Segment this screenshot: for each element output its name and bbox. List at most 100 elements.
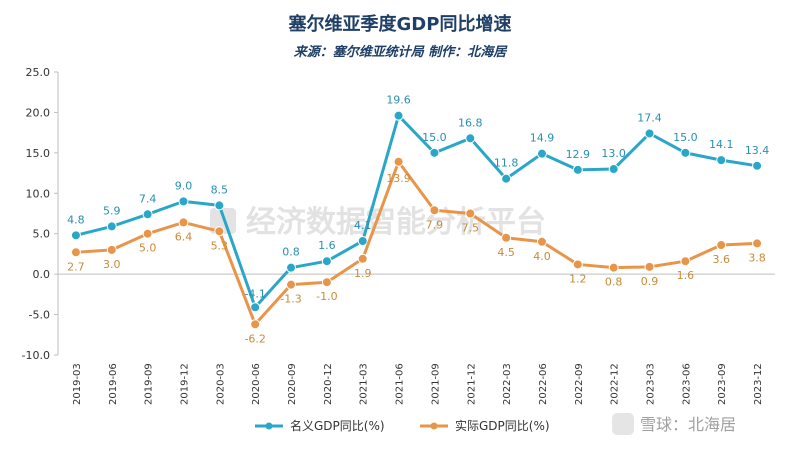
nominal-gdp-data-label: 14.9 [530,132,555,145]
nominal-gdp-point [70,230,81,241]
real-gdp-data-label: -1.0 [316,290,337,303]
real-gdp-data-label: 1.6 [677,269,695,282]
nominal-gdp-point [752,160,763,171]
nominal-gdp-point [286,262,297,273]
real-gdp-data-label: 4.5 [497,246,515,259]
y-tick-label: 10.0 [26,187,51,200]
real-gdp-point [178,217,189,228]
real-gdp-data-label: 3.8 [748,251,766,264]
x-tick-label: 2020-03 [215,363,226,405]
y-tick-label: 0.0 [33,268,51,281]
nominal-gdp-data-label: 1.6 [318,239,336,252]
nominal-gdp-data-label: 5.9 [103,204,121,217]
nominal-gdp-point [357,235,368,246]
real-gdp-point [572,259,583,270]
xueqiu-logo-icon [612,413,634,435]
x-tick-label: 2023-06 [681,363,692,405]
real-gdp-point [608,262,619,273]
real-gdp-data-label: 7.5 [462,222,480,235]
nominal-gdp-data-label: 13.0 [601,147,626,160]
chart-title: 塞尔维亚季度GDP同比增速 [289,13,512,35]
plot-area: 4.8 5.9 7.4 9.0 8.5 -4.1 0.8 1.6 4.1 19.6 15.0 16.8… [67,94,769,346]
real-gdp-data-label: -6.2 [244,332,265,345]
nominal-gdp-point [321,256,332,267]
x-tick-label: 2021-09 [430,363,441,405]
nominal-gdp-point [536,148,547,159]
nominal-gdp-data-label: 13.4 [745,144,770,157]
legend-nominal-label: 名义GDP同比(%) [290,418,385,433]
legend: 名义GDP同比(%) 实际GDP同比(%) [255,418,550,433]
x-tick-label: 2019-06 [108,363,119,405]
x-tick-label: 2022-09 [574,363,585,405]
nominal-gdp-point [572,164,583,175]
chart-subtitle: 来源：塞尔维亚统计局 制作：北海居 [294,44,509,60]
nominal-gdp-point [680,147,691,158]
x-tick-label: 2022-06 [538,363,549,405]
x-tick-label: 2021-12 [466,363,477,405]
nominal-gdp-point [716,155,727,166]
x-tick-label: 2020-06 [251,363,262,405]
real-gdp-data-label: 6.4 [175,230,193,243]
nominal-gdp-data-label: 0.8 [282,246,300,259]
real-gdp-point [106,244,117,255]
watermark-text: 经济数据智能分析平台 [246,205,546,240]
axes: 25.0 20.0 15.0 10.0 5.0 0.0 -5.0 -10.0 2019-03 20… [22,66,775,405]
corner-watermark: 雪球：北海居 [612,413,736,435]
real-gdp-data-label: 0.9 [641,275,659,288]
real-gdp-point [250,319,261,330]
nominal-gdp-data-label: 8.5 [211,183,229,196]
nominal-gdp-data-label: 19.6 [386,94,411,107]
legend-real-marker [430,422,438,430]
nominal-gdp-data-label: 16.8 [458,116,483,129]
nominal-gdp-point [465,133,476,144]
real-gdp-point [644,261,655,272]
nominal-gdp-point [429,147,440,158]
real-gdp-line [75,160,758,326]
y-tick-label: -5.0 [29,309,50,322]
nominal-gdp-line [75,114,758,309]
real-gdp-data-label: 3.0 [103,258,121,271]
y-tick-label: 5.0 [33,228,51,241]
nominal-gdp-point [393,110,404,121]
nominal-gdp-point [608,164,619,175]
legend-real-label: 实际GDP同比(%) [455,418,550,433]
x-tick-label: 2023-12 [753,363,764,405]
real-gdp-point [536,236,547,247]
real-gdp-point [429,205,440,216]
y-tick-label: 20.0 [26,106,51,119]
real-gdp-point [716,240,727,251]
legend-nominal-marker [265,422,273,430]
real-gdp-data-label: 13.9 [386,172,411,185]
real-gdp-point [286,279,297,290]
real-gdp-point [214,226,225,237]
x-tick-label: 2022-03 [502,363,513,405]
real-gdp-point [357,253,368,264]
nominal-gdp-data-label: 12.9 [566,148,591,161]
nominal-gdp-data-label: 4.1 [354,219,372,232]
real-gdp-data-label: 1.2 [569,272,587,285]
real-gdp-data-label: 5.0 [139,242,157,255]
nominal-gdp-point [644,128,655,139]
x-tick-label: 2019-09 [144,363,155,405]
real-gdp-data-label: 3.6 [712,253,730,266]
nominal-gdp-data-label: 7.4 [139,192,157,205]
x-tick-label: 2021-06 [395,363,406,405]
real-gdp-data-label: 2.7 [67,260,85,273]
y-tick-label: 25.0 [26,66,51,79]
nominal-gdp-point [250,302,261,313]
real-gdp-data-label: 0.8 [605,276,623,289]
nominal-gdp-data-label: 11.8 [494,157,519,170]
nominal-gdp-point [178,196,189,207]
x-tick-label: 2020-09 [287,363,298,405]
real-gdp-point [321,277,332,288]
real-gdp-point [70,247,81,258]
x-tick-label: 2023-09 [717,363,728,405]
real-gdp-data-label: 7.9 [426,218,444,231]
x-tick-label: 2021-03 [359,363,370,405]
corner-watermark-text: 雪球：北海居 [640,415,736,434]
x-tick-label: 2020-12 [323,363,334,405]
x-tick-label: 2019-12 [179,363,190,405]
real-gdp-point [752,238,763,249]
